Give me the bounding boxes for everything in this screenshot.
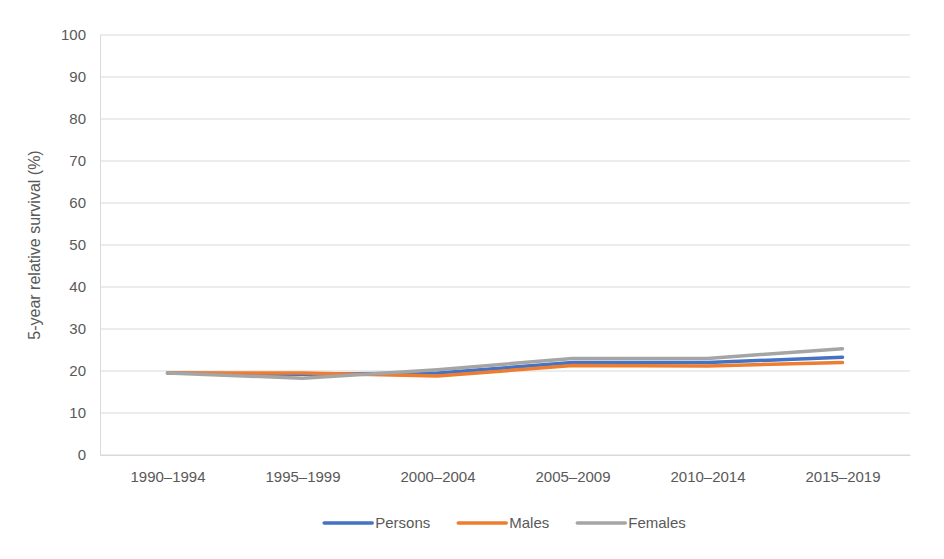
- grid-line: [100, 455, 910, 456]
- legend-swatch: [577, 521, 625, 525]
- x-axis: 1990–1994 1995–1999 2000–2004 2005–2009 2010…: [101, 455, 911, 485]
- x-tick: 1995–1999: [265, 455, 340, 485]
- legend-item: Males: [458, 514, 549, 531]
- legend-item: Persons: [324, 514, 430, 531]
- y-tick: 60: [69, 194, 100, 211]
- y-axis-line: [100, 36, 101, 456]
- legend-label: Females: [628, 514, 686, 531]
- grid-line: [100, 203, 910, 204]
- y-tick-label: 90: [69, 68, 86, 85]
- x-tick-label: 2010–2014: [670, 468, 745, 485]
- series-lines: [168, 349, 843, 378]
- x-tick: 2015–2019: [805, 455, 880, 485]
- y-tick-label: 30: [69, 320, 86, 337]
- legend-label: Males: [509, 514, 549, 531]
- legend: Persons Males Females: [324, 514, 686, 531]
- legend-swatch: [324, 521, 372, 525]
- y-tick: 50: [69, 236, 100, 253]
- grid: [100, 35, 910, 455]
- series-line: [168, 349, 843, 378]
- x-tick-label: 2000–2004: [400, 468, 475, 485]
- y-tick-label: 20: [69, 362, 86, 379]
- grid-line: [100, 245, 910, 246]
- y-tick-label: 10: [69, 404, 86, 421]
- legend-label: Persons: [375, 514, 430, 531]
- x-tick: 2000–2004: [400, 455, 475, 485]
- x-tick-label: 2005–2009: [535, 468, 610, 485]
- x-axis-line: [101, 455, 911, 456]
- y-tick-label: 50: [69, 236, 86, 253]
- y-axis: 0 10 20 30 40 50 60 70 80 90 100: [61, 26, 101, 463]
- y-tick: 10: [69, 404, 100, 421]
- grid-line: [100, 35, 910, 36]
- y-tick: 90: [69, 68, 100, 85]
- y-tick: 30: [69, 320, 100, 337]
- y-tick-label: 60: [69, 194, 86, 211]
- y-tick-label: 80: [69, 110, 86, 127]
- chart: 0 10 20 30 40 50 60 70 80 90 100 1990–1994 1995–1999…: [0, 0, 944, 559]
- grid-line: [100, 119, 910, 120]
- legend-swatch: [458, 521, 506, 525]
- grid-line: [100, 161, 910, 162]
- y-axis-title: 5-year relative survival (%): [26, 150, 43, 339]
- y-tick: 70: [69, 152, 100, 169]
- plot-area: 0 10 20 30 40 50 60 70 80 90 100 1990–1994 1995–1999…: [61, 26, 911, 484]
- x-tick-label: 2015–2019: [805, 468, 880, 485]
- x-tick: 2005–2009: [535, 455, 610, 485]
- y-tick-label: 40: [69, 278, 86, 295]
- y-tick: 40: [69, 278, 100, 295]
- y-tick: 80: [69, 110, 100, 127]
- x-tick-label: 1990–1994: [130, 468, 205, 485]
- y-tick: 0: [78, 446, 100, 463]
- grid-line: [100, 287, 910, 288]
- grid-line: [100, 413, 910, 414]
- y-tick: 20: [69, 362, 100, 379]
- y-tick-label: 0: [78, 446, 86, 463]
- x-tick: 2010–2014: [670, 455, 745, 485]
- x-tick-label: 1995–1999: [265, 468, 340, 485]
- y-tick: 100: [61, 26, 100, 43]
- grid-line: [100, 329, 910, 330]
- x-tick: 1990–1994: [130, 455, 205, 485]
- y-tick-label: 100: [61, 26, 86, 43]
- y-tick-label: 70: [69, 152, 86, 169]
- grid-line: [100, 77, 910, 78]
- legend-item: Females: [577, 514, 686, 531]
